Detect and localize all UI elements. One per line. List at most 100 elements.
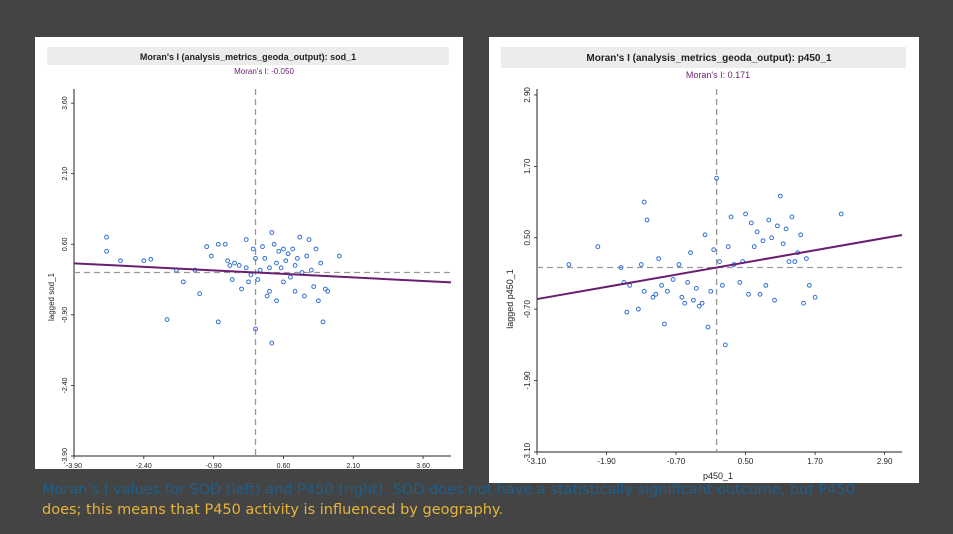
data-point — [708, 288, 714, 294]
data-point — [766, 217, 772, 223]
data-point — [104, 234, 109, 240]
data-point — [685, 280, 691, 285]
data-point — [696, 303, 702, 309]
data-point — [644, 217, 650, 223]
data-point — [164, 317, 170, 322]
data-point — [197, 291, 203, 297]
data-point — [204, 244, 210, 250]
regression-line — [73, 262, 452, 284]
moran-scatter-sod-chart: Moran's I (analysis_metrics_geoda_output… — [47, 47, 452, 469]
data-point — [246, 279, 251, 285]
data-point — [780, 241, 786, 247]
data-point — [311, 284, 317, 290]
data-point — [283, 258, 289, 264]
x-tick-label: 3.60 — [416, 463, 430, 469]
title-bar — [501, 47, 906, 68]
y-tick-label: -0.70 — [523, 300, 532, 319]
data-point — [248, 272, 254, 278]
data-point — [760, 238, 766, 244]
data-point — [295, 255, 300, 261]
y-tick-label: -0.90 — [62, 307, 69, 323]
y-tick-label: 3.60 — [62, 96, 69, 110]
data-point — [789, 214, 795, 220]
data-point — [691, 297, 696, 303]
data-point — [318, 260, 324, 266]
data-point — [336, 253, 342, 259]
data-point — [638, 262, 644, 267]
x-tick-label: 1.70 — [807, 457, 823, 466]
data-point — [236, 263, 242, 268]
data-point — [281, 279, 286, 285]
data-point — [653, 291, 659, 297]
data-point — [297, 234, 303, 240]
data-point — [288, 274, 293, 280]
data-point — [664, 288, 670, 294]
y-tick-label: 0.50 — [523, 229, 532, 245]
data-point — [313, 246, 319, 252]
data-point — [253, 326, 258, 332]
data-point — [801, 300, 806, 306]
moran-i-label: Moran's I: 0.171 — [686, 70, 750, 80]
data-point — [656, 256, 662, 261]
x-tick-label: -0.90 — [206, 463, 222, 469]
data-point — [253, 255, 258, 261]
data-point — [676, 262, 682, 267]
caption-line-2: does; this means that P450 activity is i… — [42, 502, 504, 518]
data-point — [717, 259, 722, 264]
scatter-panel-sod: Moran's I (analysis_metrics_geoda_output… — [35, 37, 463, 469]
data-point — [804, 256, 809, 261]
data-point — [315, 298, 321, 304]
data-point — [772, 297, 777, 303]
data-point — [679, 294, 685, 300]
data-point — [274, 260, 279, 266]
data-point — [215, 241, 221, 247]
data-point — [662, 321, 667, 327]
data-point — [775, 223, 780, 229]
data-point — [278, 265, 284, 271]
data-point — [232, 260, 237, 266]
data-point — [659, 282, 664, 288]
data-point — [301, 293, 307, 299]
data-point — [229, 277, 235, 282]
data-point — [304, 253, 310, 259]
x-tick-label: 2.10 — [346, 463, 360, 469]
data-point — [267, 288, 272, 294]
data-point — [269, 230, 275, 235]
data-point — [725, 244, 731, 250]
data-point — [292, 263, 298, 268]
x-axis-label: p450_1 — [703, 471, 733, 481]
data-point — [737, 280, 743, 285]
data-point — [104, 248, 109, 254]
data-point — [838, 211, 844, 217]
data-point — [763, 282, 769, 288]
data-point — [812, 294, 818, 300]
data-point — [281, 246, 286, 252]
data-point — [748, 220, 754, 226]
data-point — [325, 288, 331, 294]
data-point — [215, 319, 221, 325]
data-point — [276, 248, 282, 254]
data-point — [627, 282, 633, 288]
data-point — [635, 306, 641, 312]
data-point — [798, 232, 804, 238]
data-point — [148, 256, 154, 262]
y-tick-label: -2.40 — [62, 377, 69, 393]
data-point — [320, 319, 326, 325]
data-point — [306, 237, 312, 242]
data-point — [769, 235, 775, 241]
moran-scatter-p450-chart: Moran's I (analysis_metrics_geoda_output… — [501, 47, 906, 481]
y-axis-label: lagged sod_1 — [47, 272, 56, 321]
data-point — [180, 279, 186, 285]
data-point — [269, 340, 275, 346]
data-point — [290, 246, 296, 252]
data-point — [682, 300, 688, 306]
x-tick-label: -3.90 — [66, 463, 82, 469]
data-point — [719, 282, 725, 288]
data-point — [267, 265, 272, 271]
data-point — [641, 288, 647, 294]
y-tick-label: 2.90 — [523, 87, 532, 103]
data-point — [222, 241, 228, 247]
data-point — [262, 255, 268, 261]
data-point — [260, 244, 265, 250]
caption-line-1: Moran’s I values for SOD (left) and P450… — [42, 482, 855, 498]
